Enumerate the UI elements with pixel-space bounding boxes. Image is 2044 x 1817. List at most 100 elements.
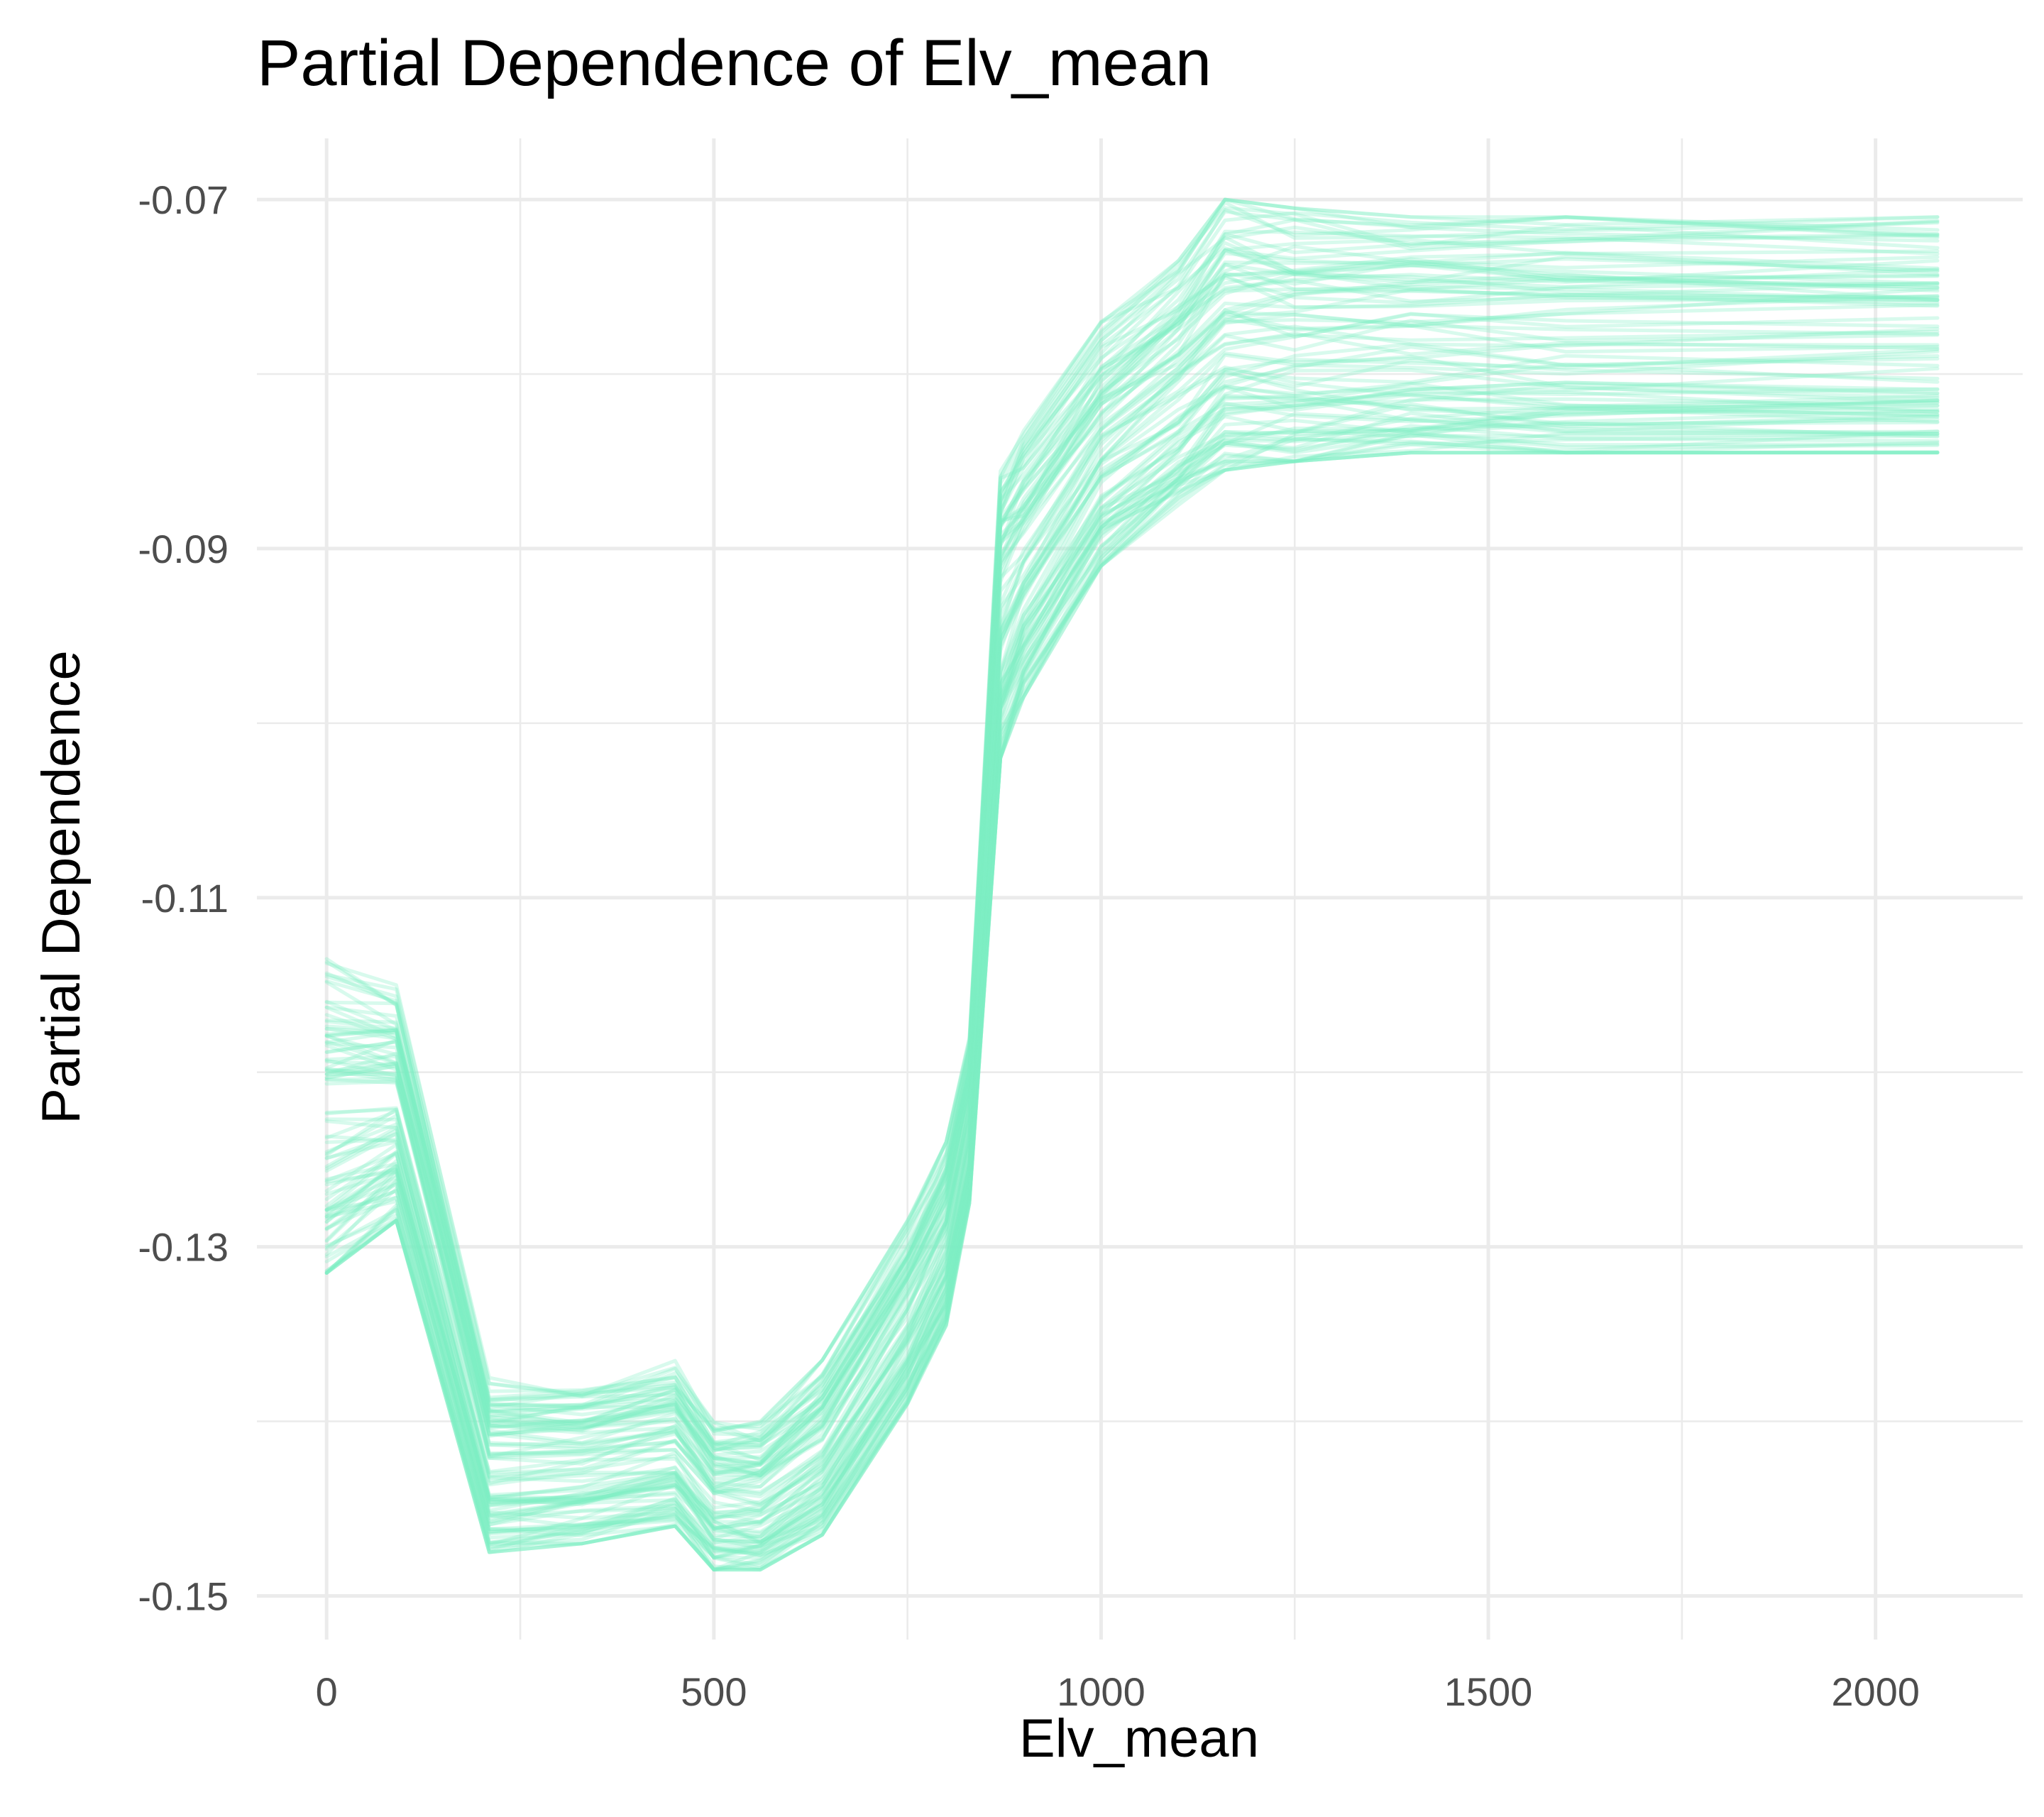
y-tick-label: -0.11	[141, 876, 229, 921]
ice-line	[324, 431, 1940, 1570]
y-tick-label: -0.09	[138, 527, 229, 571]
ice-line	[324, 197, 1940, 1443]
ice-line	[324, 390, 1940, 1545]
ice-line	[324, 362, 1940, 1515]
ice-line	[324, 287, 1940, 1477]
ice-line	[324, 394, 1940, 1551]
y-tick-label: -0.15	[138, 1574, 229, 1619]
y-tick-label: -0.13	[138, 1225, 229, 1270]
ice-line	[324, 418, 1940, 1549]
ice-line	[324, 441, 1940, 1572]
ice-line	[324, 437, 1940, 1554]
ice-line	[324, 431, 1940, 1572]
ice-line	[324, 349, 1940, 1513]
ice-line	[324, 200, 1940, 1448]
ice-line	[324, 319, 1940, 1495]
ice-line	[324, 324, 1940, 1496]
ice-line	[324, 348, 1940, 1524]
ice-line	[324, 432, 1940, 1555]
ice-line	[324, 308, 1940, 1488]
ice-line	[324, 397, 1940, 1525]
ice-line	[324, 342, 1940, 1510]
ice-line	[324, 275, 1940, 1477]
x-tick-label: 500	[681, 1669, 747, 1714]
ice-line	[324, 398, 1940, 1520]
ice-line	[324, 241, 1940, 1461]
ice-line	[324, 451, 1940, 1572]
ice-line	[324, 197, 1940, 1444]
ice-line	[324, 246, 1940, 1453]
grid-layer	[257, 138, 2023, 1640]
ice-line	[324, 411, 1940, 1559]
y-tick-label: -0.07	[138, 177, 229, 222]
ice-line	[324, 409, 1940, 1553]
ice-line	[324, 406, 1940, 1560]
ice-line	[324, 292, 1940, 1466]
ice-line	[324, 257, 1940, 1490]
ice-line	[324, 433, 1940, 1571]
ice-line	[324, 206, 1940, 1430]
ice-line	[324, 382, 1940, 1530]
ice-line	[324, 398, 1940, 1550]
ice-line	[324, 424, 1940, 1572]
ice-line	[324, 430, 1940, 1571]
ice-lines-layer	[324, 197, 1940, 1572]
ice-line	[324, 402, 1940, 1559]
ice-line	[324, 312, 1940, 1506]
ice-line	[324, 400, 1940, 1557]
ice-line	[324, 354, 1940, 1531]
ice-line	[324, 235, 1940, 1466]
ice-line	[324, 412, 1940, 1558]
ice-line	[324, 197, 1940, 1432]
ice-line	[324, 258, 1940, 1447]
ice-line	[324, 289, 1940, 1478]
ice-line	[324, 329, 1940, 1498]
ice-line	[324, 393, 1940, 1542]
ice-line	[324, 381, 1940, 1544]
ice-line	[324, 281, 1940, 1447]
ice-line	[324, 429, 1940, 1572]
ice-line	[324, 380, 1940, 1544]
ice-line	[324, 238, 1940, 1469]
ice-line	[324, 294, 1940, 1476]
ice-line	[324, 215, 1940, 1444]
ice-line	[324, 366, 1940, 1520]
ice-line	[324, 451, 1940, 1567]
ice-line	[324, 255, 1940, 1449]
ice-line	[324, 358, 1940, 1539]
ice-line	[324, 273, 1940, 1476]
ice-line	[324, 211, 1940, 1433]
ice-line	[324, 275, 1940, 1473]
ice-line	[324, 209, 1940, 1432]
ice-line	[324, 249, 1940, 1473]
x-tick-label: 2000	[1831, 1669, 1920, 1714]
ice-line	[324, 365, 1940, 1531]
ice-line	[324, 380, 1940, 1531]
x-axis-title: Elv_mean	[1019, 1708, 1259, 1769]
x-tick-label: 1500	[1444, 1669, 1533, 1714]
ice-line	[324, 260, 1940, 1460]
ice-line	[324, 312, 1940, 1495]
ice-line	[324, 263, 1940, 1481]
ice-line	[324, 451, 1940, 1557]
ice-line	[324, 234, 1940, 1467]
ice-line	[324, 451, 1940, 1572]
x-tick-label: 0	[316, 1669, 338, 1714]
ice-line	[324, 417, 1940, 1572]
ice-line	[324, 303, 1940, 1493]
ice-line	[324, 244, 1940, 1453]
ice-line	[324, 263, 1940, 1465]
ice-line	[324, 273, 1940, 1485]
ice-line	[324, 219, 1940, 1433]
ice-line	[324, 345, 1940, 1520]
ice-line	[324, 353, 1940, 1508]
ice-line	[324, 208, 1940, 1443]
ice-line	[324, 342, 1940, 1521]
tick-labels-layer: 0 500 1000 1500 2000 -0.15 -0.13 -0.11 -0.09 -0.0…	[138, 177, 1920, 1714]
ice-line	[324, 395, 1940, 1553]
x-tick-label: 1000	[1057, 1669, 1145, 1714]
ice-line	[324, 369, 1940, 1534]
ice-line	[324, 387, 1940, 1541]
